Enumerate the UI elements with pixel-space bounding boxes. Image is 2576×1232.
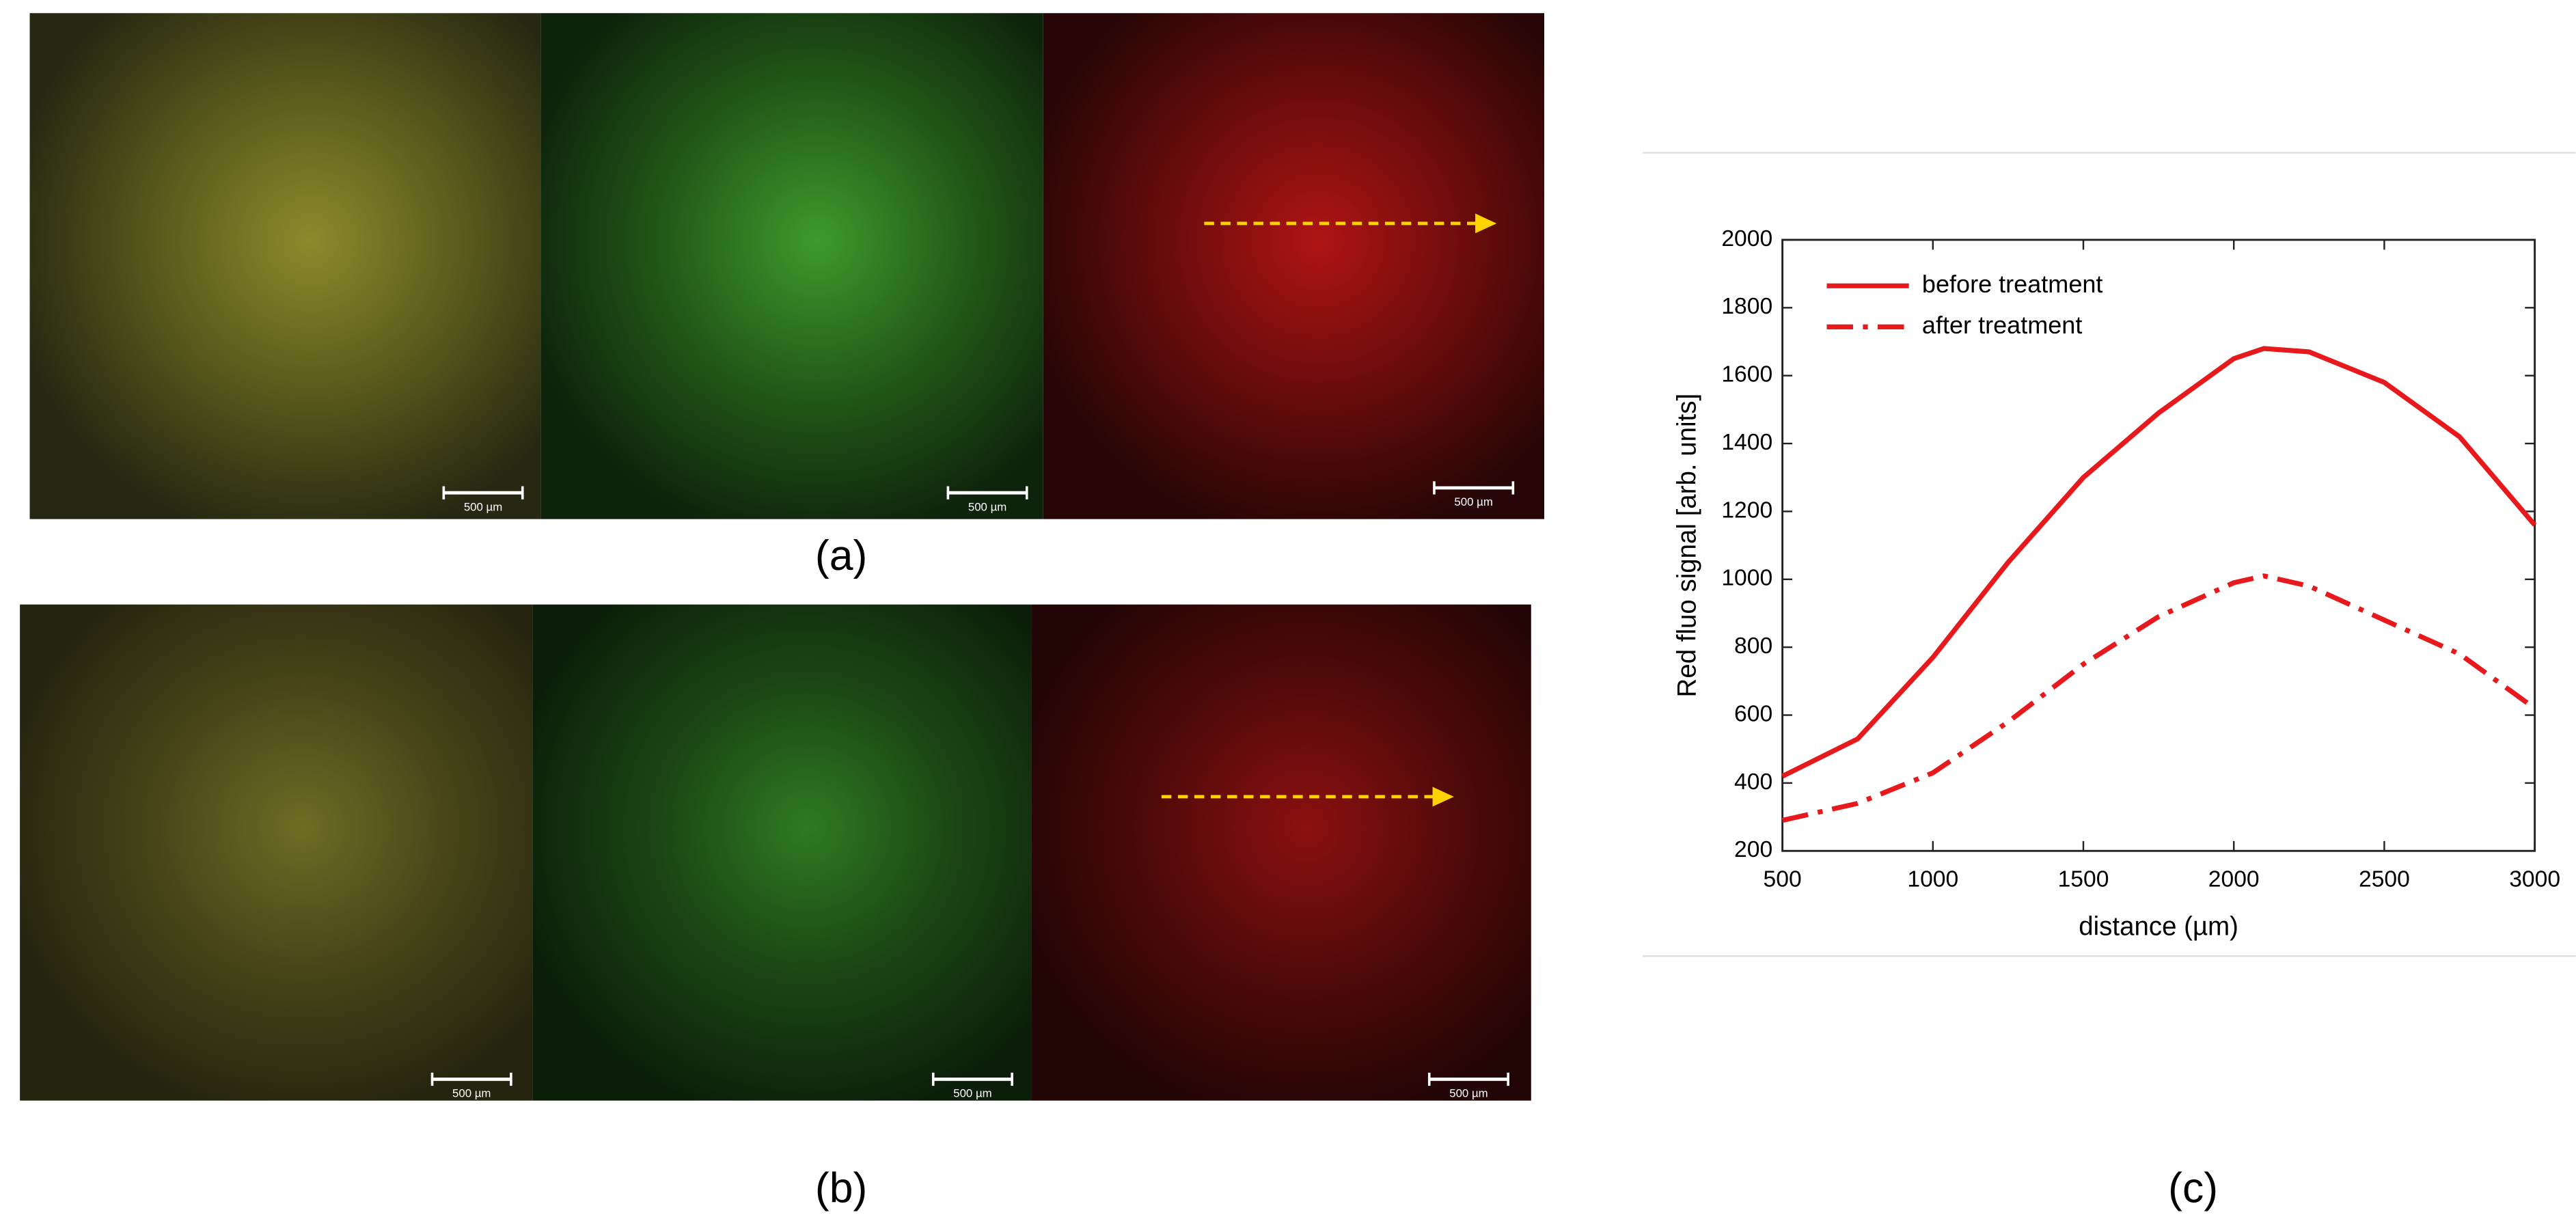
- profile-arrow: [1204, 213, 1497, 234]
- micrographs-b: [20, 604, 1531, 1101]
- scale-bar-label: 500 µm: [968, 500, 1006, 513]
- chart: distance (µm) Red fluo signal [arb. unit…: [1673, 226, 2560, 942]
- y-tick-label: 1800: [1721, 294, 1772, 319]
- y-tick-label: 1400: [1721, 430, 1772, 455]
- y-tick-label: 400: [1734, 769, 1772, 795]
- scale-bars: 500 µm 500 µm 500 µm 500 µm 500 µm 500 µm: [430, 481, 1515, 1100]
- x-tick-label: 500: [1764, 866, 1802, 892]
- x-tick-label: 1500: [2058, 866, 2109, 892]
- y-tick-label: 1600: [1721, 362, 1772, 387]
- y-tick-label: 200: [1734, 837, 1772, 862]
- y-tick-label: 800: [1734, 633, 1772, 659]
- image-green: [540, 13, 1043, 519]
- image-merged: [29, 13, 541, 519]
- panel-label: (a): [815, 532, 867, 579]
- y-tick-label: 600: [1734, 701, 1772, 726]
- y-tick-label: 2000: [1721, 226, 1772, 251]
- x-tick-label: 2000: [2208, 866, 2260, 892]
- scale-bar-label: 500 µm: [1454, 495, 1492, 508]
- y-axis-label: Red fluo signal [arb. units]: [1673, 394, 1702, 698]
- profile-arrow: [1161, 786, 1454, 807]
- y-tick-label: 1000: [1721, 566, 1772, 591]
- micrographs-a: [29, 13, 1545, 519]
- scale-bar-label: 500 µm: [464, 500, 502, 513]
- x-tick-label: 1000: [1907, 866, 1958, 892]
- legend-label: before treatment: [1922, 270, 2103, 298]
- image-green: [532, 604, 1032, 1101]
- y-tick-label: 1200: [1721, 497, 1772, 523]
- panel-label: (c): [2168, 1164, 2218, 1212]
- x-tick-label: 2500: [2359, 866, 2410, 892]
- legend-label: after treatment: [1922, 311, 2082, 339]
- series-line: [1781, 573, 2536, 823]
- image-red: [1031, 604, 1531, 1101]
- x-axis-label: distance (µm): [2079, 912, 2238, 941]
- image-merged: [20, 604, 533, 1101]
- plot-frame: [1781, 238, 2536, 852]
- series-line: [1781, 346, 2537, 779]
- image-red: [1043, 13, 1545, 519]
- scale-bar-label: 500 µm: [953, 1087, 991, 1100]
- scale-bar-label: 500 µm: [452, 1087, 491, 1100]
- scale-bar-label: 500 µm: [1449, 1087, 1488, 1100]
- x-tick-label: 3000: [2509, 866, 2560, 892]
- panel-label: (b): [815, 1164, 867, 1212]
